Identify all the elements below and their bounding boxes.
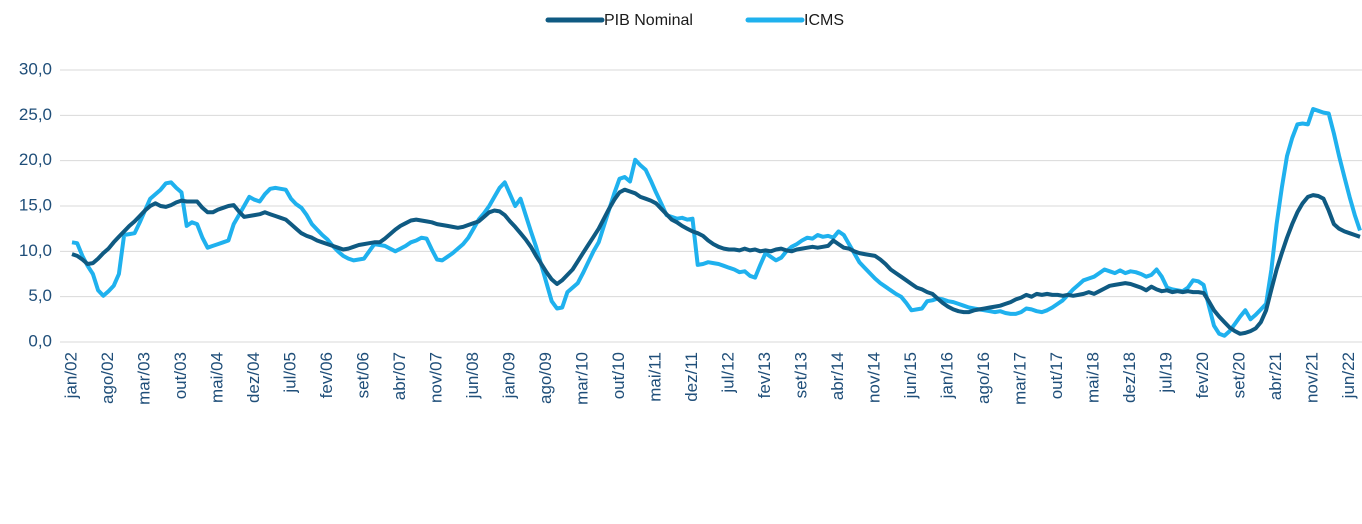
legend-label: PIB Nominal (604, 12, 693, 29)
legend: PIB Nominal ICMS (545, 12, 844, 29)
x-tick-label: fev/13 (755, 352, 774, 398)
y-tick-label: 30,0 (19, 59, 52, 78)
x-tick-label: nov/21 (1303, 352, 1322, 403)
x-tick-label: set/20 (1230, 352, 1249, 398)
x-tick-label: abr/21 (1266, 352, 1285, 400)
y-tick-label: 20,0 (19, 150, 52, 169)
x-tick-label: dez/11 (682, 352, 701, 402)
x-tick-label: jan/09 (500, 352, 519, 399)
x-tick-label: dez/04 (244, 352, 263, 403)
x-tick-label: fev/20 (1193, 352, 1212, 398)
x-tick-label: jan/16 (938, 352, 957, 399)
x-tick-label: jul/19 (1157, 352, 1176, 394)
y-tick-label: 25,0 (19, 105, 52, 124)
series-line (71, 107, 1362, 338)
x-tick-label: mar/10 (573, 352, 592, 405)
x-tick-label: jul/05 (280, 352, 299, 394)
x-tick-label: out/03 (171, 352, 190, 399)
y-tick-label: 0,0 (28, 331, 52, 350)
x-tick-label: out/17 (1047, 352, 1066, 399)
x-tick-label: jan/02 (61, 352, 80, 399)
x-tick-label: ago/16 (974, 352, 993, 404)
x-tick-label: nov/14 (865, 352, 884, 403)
x-tick-label: jun/08 (463, 352, 482, 399)
x-tick-label: mar/03 (134, 352, 153, 405)
x-tick-label: abr/14 (828, 352, 847, 400)
x-tick-label: jul/12 (719, 352, 738, 394)
x-tick-label: mai/11 (646, 352, 665, 402)
y-tick-label: 10,0 (19, 241, 52, 260)
x-tick-label: jun/15 (901, 352, 920, 399)
x-tick-label: ago/09 (536, 352, 555, 404)
x-tick-label: nov/07 (427, 352, 446, 403)
y-tick-label: 15,0 (19, 195, 52, 214)
x-tick-label: ago/02 (98, 352, 117, 404)
x-tick-label: jun/22 (1339, 352, 1358, 399)
x-tick-label: set/06 (354, 352, 373, 398)
x-tick-label: mar/17 (1011, 352, 1030, 405)
x-tick-label: dez/18 (1120, 352, 1139, 403)
x-tick-label: mai/18 (1084, 352, 1103, 403)
x-tick-label: out/10 (609, 352, 628, 399)
x-tick-label: mai/04 (207, 352, 226, 403)
x-tick-label: set/13 (792, 352, 811, 398)
legend-label: ICMS (804, 12, 844, 29)
x-tick-label: fev/06 (317, 352, 336, 398)
y-tick-label: 5,0 (28, 286, 52, 305)
series-line (71, 187, 1361, 336)
x-tick-label: abr/07 (390, 352, 409, 400)
